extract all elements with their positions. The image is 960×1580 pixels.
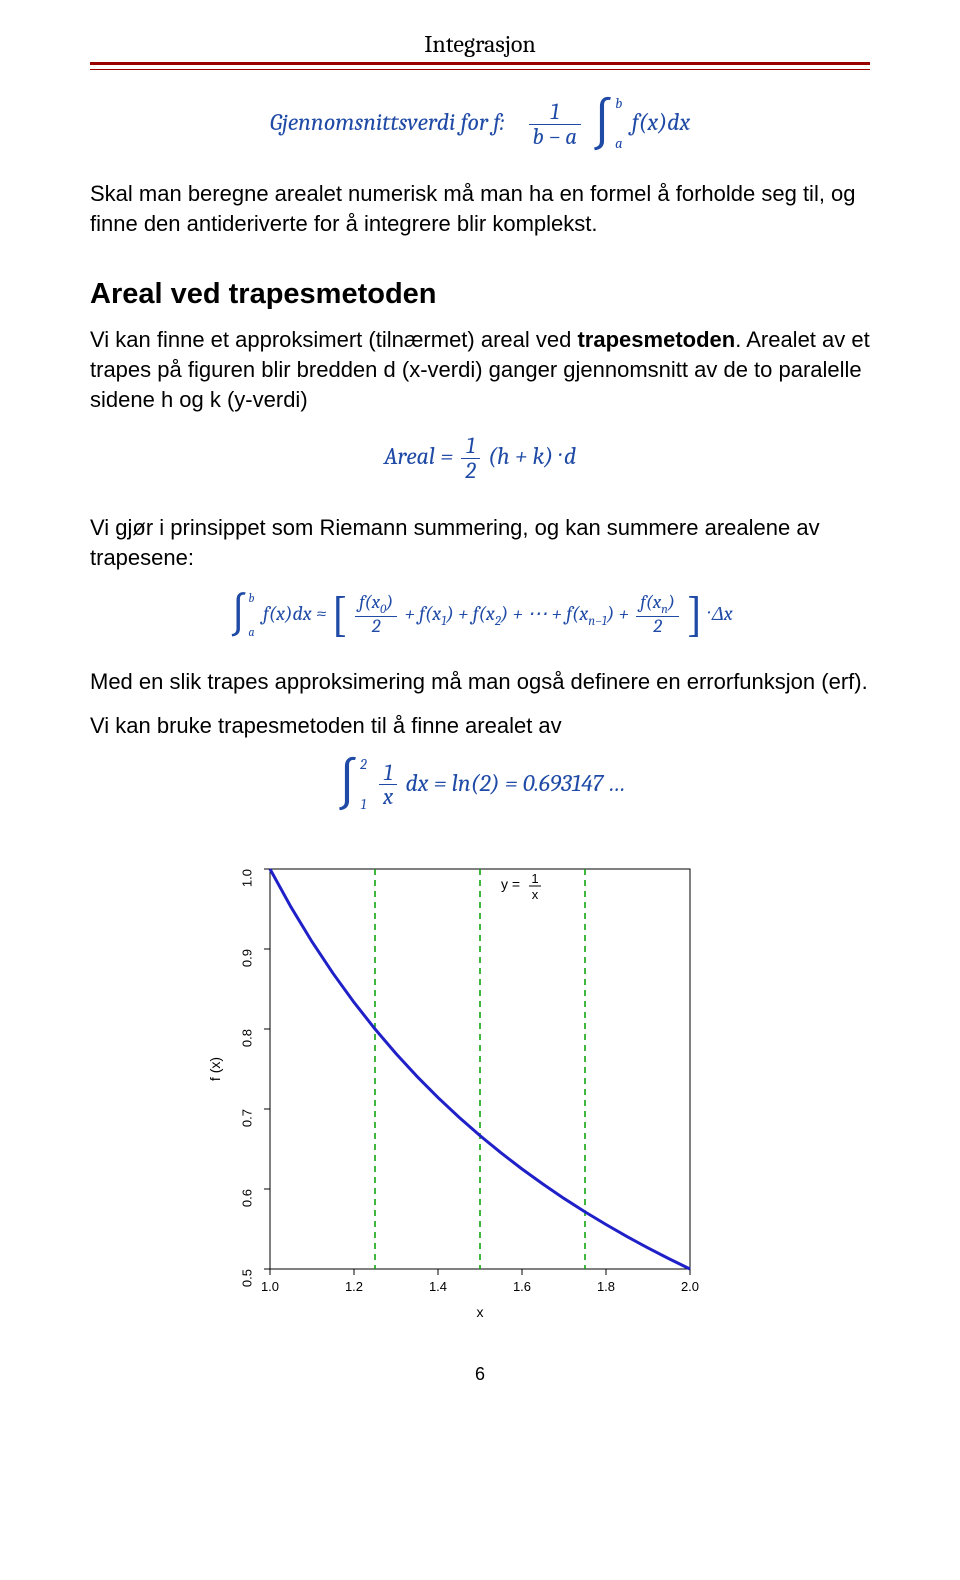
page-title: Integrasjon	[90, 30, 870, 58]
f3-t0n: f(x	[359, 591, 380, 613]
page-number: 6	[90, 1364, 870, 1385]
svg-text:0.5: 0.5	[239, 1269, 254, 1287]
f3-t0d: 2	[355, 617, 397, 637]
f4-den: x	[379, 785, 397, 809]
right-bracket-icon: ]	[686, 587, 703, 642]
formula-mean-value: Gjennomsnittsverdi for f: 1 b − a ∫ b a …	[90, 100, 870, 149]
formula2-lhs: Areal =	[384, 442, 453, 470]
paragraph-example: Vi kan bruke trapesmetoden til å finne a…	[90, 711, 870, 741]
formula2-rhs: (h + k) · d	[488, 442, 576, 470]
f3-p2: ) + f(x	[446, 602, 494, 625]
paragraph-erf: Med en slik trapes approksimering må man…	[90, 667, 870, 697]
svg-text:y =: y =	[501, 876, 520, 892]
f3-tnt: )	[668, 591, 675, 613]
svg-text:0.8: 0.8	[239, 1029, 254, 1047]
formula1-num: 1	[529, 100, 582, 125]
integral-icon: ∫	[591, 101, 613, 149]
f4-num: 1	[379, 761, 397, 786]
f4-upper: 2	[360, 758, 367, 772]
svg-text:x: x	[532, 887, 539, 902]
svg-text:1.2: 1.2	[345, 1279, 363, 1294]
f3-t0t: )	[386, 591, 393, 613]
header-rule	[90, 62, 870, 70]
formula1-integrand: f(x)dx	[632, 108, 690, 136]
formula1-upper: b	[615, 97, 622, 111]
f3-p3: ) + ⋯ + f(x	[501, 602, 588, 625]
svg-text:0.9: 0.9	[239, 949, 254, 967]
para2a: Vi kan finne et approksimert (tilnærmet)…	[90, 327, 577, 352]
svg-text:f (x): f (x)	[207, 1057, 223, 1081]
formula1-label: Gjennomsnittsverdi for f:	[270, 108, 505, 136]
svg-text:x: x	[477, 1304, 484, 1320]
paragraph-trapes-def: Vi kan finne et approksimert (tilnærmet)…	[90, 325, 870, 414]
formula-trapes-area: Areal = 1 2 (h + k) · d	[90, 434, 870, 483]
integral-icon: ∫	[229, 595, 248, 635]
f4-lower: 1	[360, 798, 367, 812]
svg-text:2.0: 2.0	[681, 1279, 699, 1294]
chart-container: 1.0 1.2 1.4 1.6 1.8 2.0 0.5 0.6 0.7 0.8 0.9 1.0 x f (…	[200, 849, 760, 1334]
formula2-num: 1	[461, 434, 479, 459]
paragraph-riemann: Vi gjør i prinsippet som Riemann summeri…	[90, 513, 870, 572]
svg-text:1.4: 1.4	[429, 1279, 447, 1294]
f4-tail: dx = ln(2) = 0.693147 …	[405, 769, 625, 797]
f3-sn1: n−1	[588, 614, 607, 629]
f3-tns: n	[661, 602, 668, 616]
formula-trapes-sum: ∫ b a f(x)dx ≈ [ f(x0) 2 + f(x1) + f(x2)…	[90, 593, 870, 638]
svg-text:1.6: 1.6	[513, 1279, 531, 1294]
svg-text:1.0: 1.0	[261, 1279, 279, 1294]
f3-lhs: f(x)dx ≈	[263, 602, 326, 625]
formula-ln2: ∫ 2 1 1 x dx = ln(2) = 0.693147 …	[90, 761, 870, 810]
left-bracket-icon: [	[331, 587, 348, 642]
f3-tnd: 2	[636, 617, 679, 637]
section-heading-trapes: Areal ved trapesmetoden	[90, 278, 870, 311]
f3-upper: b	[248, 592, 254, 604]
f3-p4: ) +	[607, 602, 633, 625]
f3-tail: · Δx	[708, 602, 733, 625]
svg-text:1.8: 1.8	[597, 1279, 615, 1294]
paragraph-intro: Skal man beregne arealet numerisk må man…	[90, 179, 870, 238]
f3-lower: a	[248, 626, 254, 638]
svg-text:1: 1	[531, 871, 538, 886]
svg-text:0.7: 0.7	[239, 1109, 254, 1127]
formula1-lower: a	[615, 137, 622, 151]
formula1-den: b − a	[529, 125, 582, 149]
reciprocal-chart: 1.0 1.2 1.4 1.6 1.8 2.0 0.5 0.6 0.7 0.8 0.9 1.0 x f (…	[200, 849, 720, 1329]
integral-icon: ∫	[336, 761, 358, 809]
f3-p1: + f(x	[405, 602, 442, 625]
para2b: trapesmetoden	[577, 327, 735, 352]
svg-text:0.6: 0.6	[239, 1189, 254, 1207]
f3-tnn: f(x	[640, 591, 661, 613]
svg-text:1.0: 1.0	[239, 869, 254, 887]
formula2-den: 2	[461, 459, 479, 483]
page-container: Integrasjon Gjennomsnittsverdi for f: 1 …	[0, 0, 960, 1425]
